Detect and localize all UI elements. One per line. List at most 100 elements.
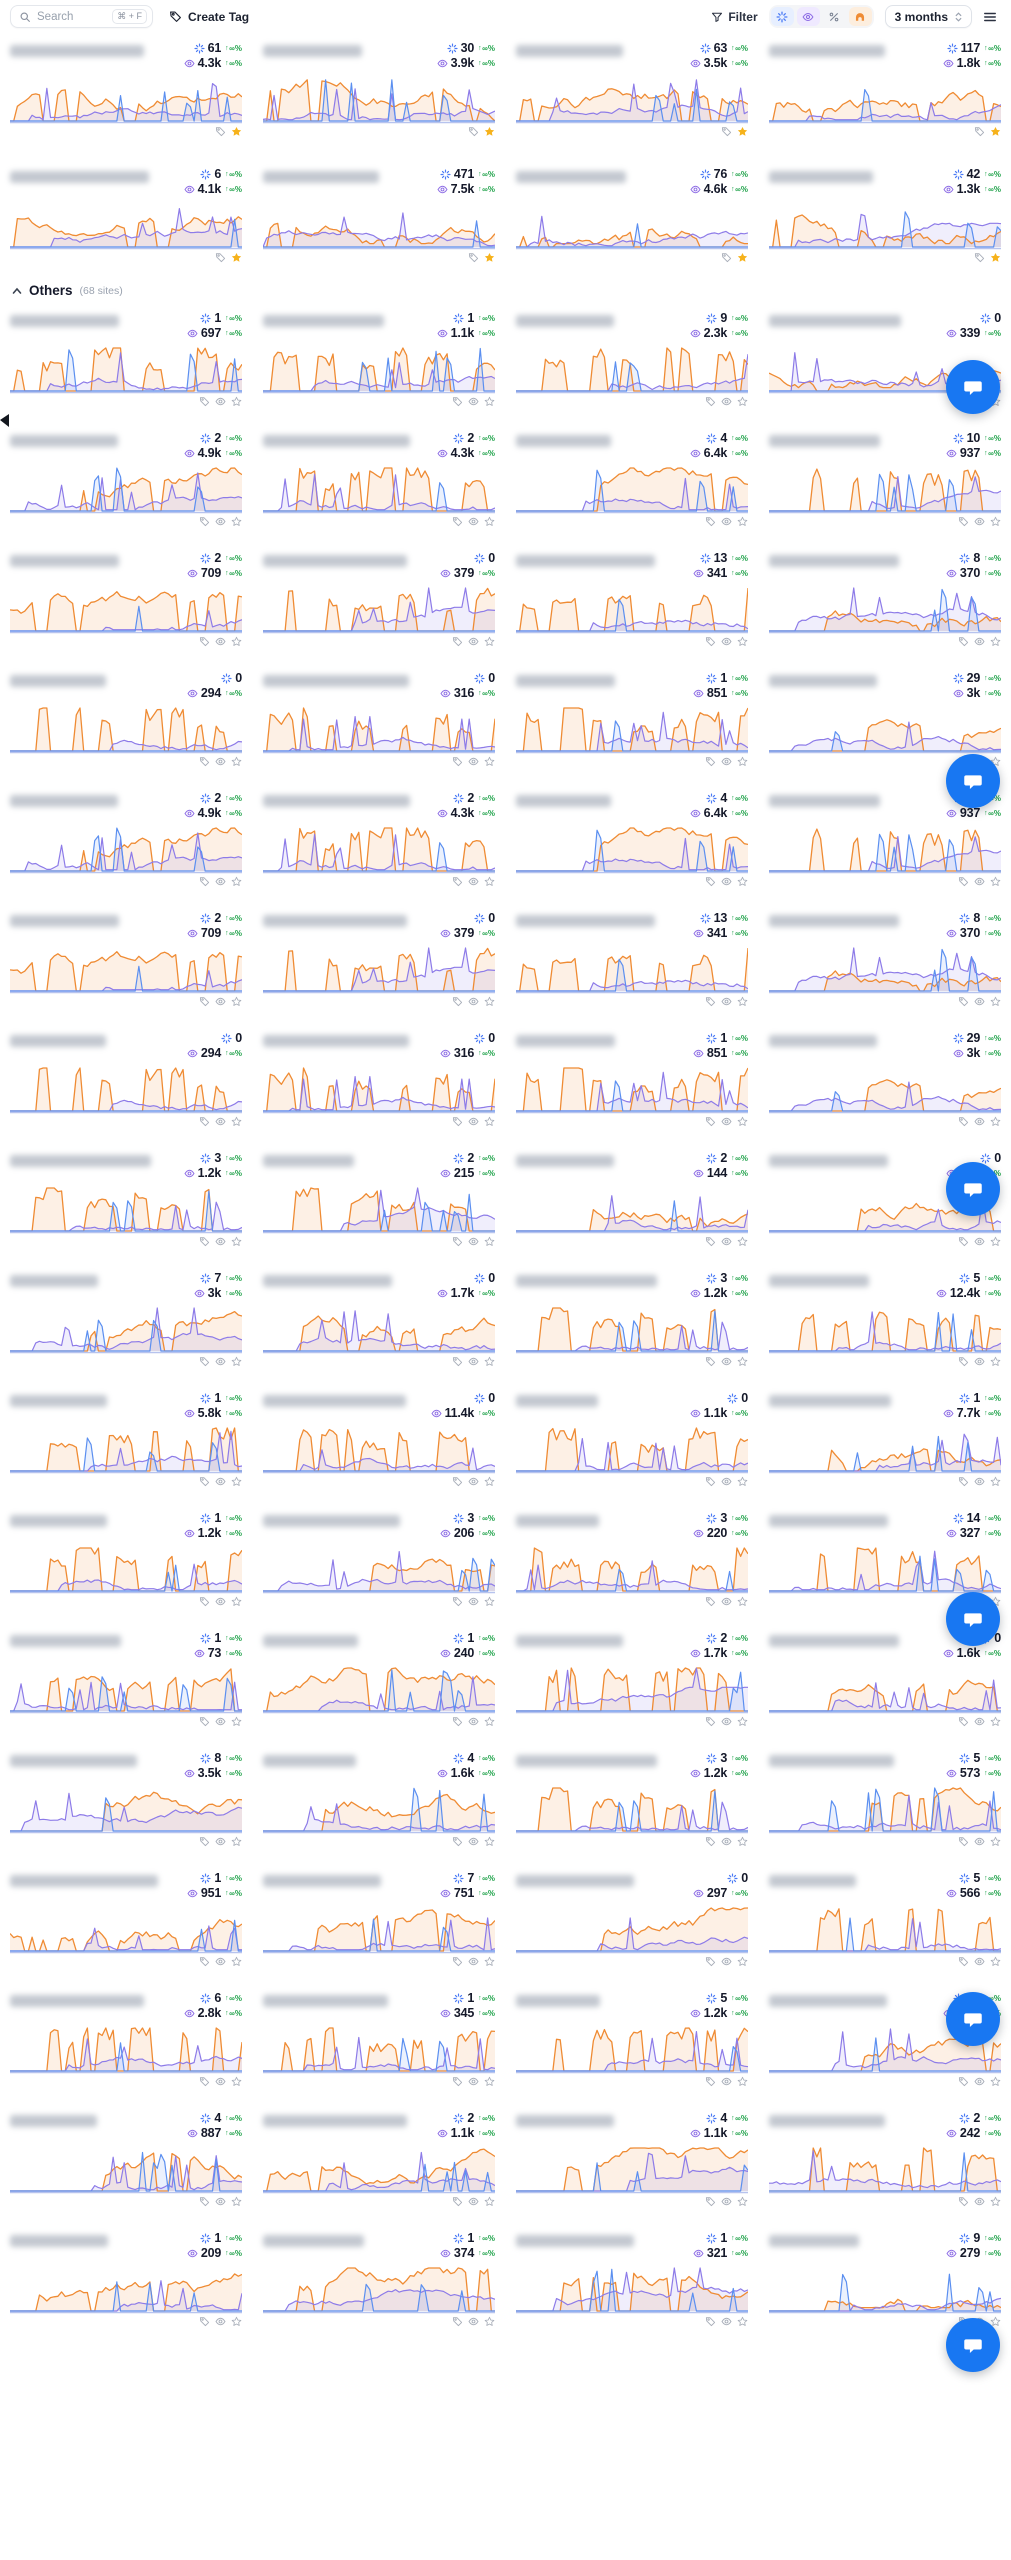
eye-action-icon[interactable] [721, 876, 732, 887]
tag-action-icon[interactable] [199, 996, 210, 1007]
tag-action-icon[interactable] [199, 516, 210, 527]
favorite-star-icon[interactable] [484, 252, 495, 263]
site-card[interactable]: 3 ↑ ∞% 220 ↑ ∞% [516, 1511, 748, 1607]
favorite-star-icon[interactable] [990, 2196, 1001, 2207]
tag-action-icon[interactable] [452, 1596, 463, 1607]
chat-launcher-button[interactable] [946, 360, 1000, 414]
eye-action-icon[interactable] [468, 876, 479, 887]
site-card[interactable]: 4 ↑ ∞% 1.1k ↑ ∞% [516, 2111, 748, 2207]
eye-action-icon[interactable] [215, 2316, 226, 2327]
favorite-star-icon[interactable] [231, 2076, 242, 2087]
tag-action-icon[interactable] [705, 1716, 716, 1727]
site-card[interactable]: 0 1.1k ↑ ∞% [516, 1391, 748, 1487]
favorite-star-icon[interactable] [231, 2316, 242, 2327]
site-card[interactable]: 14 ↑ ∞% 327 ↑ ∞% [769, 1511, 1001, 1607]
eye-action-icon[interactable] [721, 2196, 732, 2207]
favorite-star-icon[interactable] [484, 2076, 495, 2087]
tag-action-icon[interactable] [705, 876, 716, 887]
tag-action-icon[interactable] [452, 1356, 463, 1367]
percent-toggle[interactable] [823, 7, 846, 26]
favorite-star-icon[interactable] [737, 516, 748, 527]
eye-action-icon[interactable] [974, 1716, 985, 1727]
eye-action-icon[interactable] [721, 2316, 732, 2327]
favorite-star-icon[interactable] [484, 2316, 495, 2327]
favorite-star-icon[interactable] [990, 1956, 1001, 1967]
tag-action-icon[interactable] [958, 876, 969, 887]
eye-action-icon[interactable] [721, 2076, 732, 2087]
tag-action-icon[interactable] [199, 1836, 210, 1847]
favorite-star-icon[interactable] [990, 126, 1001, 137]
site-card[interactable]: 3 ↑ ∞% 1.2k ↑ ∞% [516, 1751, 748, 1847]
tag-action-icon[interactable] [452, 396, 463, 407]
favorite-star-icon[interactable] [737, 1236, 748, 1247]
tag-action-icon[interactable] [974, 252, 985, 263]
chat-launcher-button[interactable] [946, 2318, 1000, 2372]
site-card[interactable]: 5 ↑ ∞% 573 ↑ ∞% [769, 1751, 1001, 1847]
site-card[interactable]: 1 ↑ ∞% 1.2k ↑ ∞% [10, 1511, 242, 1607]
favorite-star-icon[interactable] [231, 1356, 242, 1367]
tag-action-icon[interactable] [199, 2076, 210, 2087]
favorite-star-icon[interactable] [737, 876, 748, 887]
tag-action-icon[interactable] [452, 2196, 463, 2207]
create-tag-button[interactable]: Create Tag [169, 10, 249, 24]
eye-action-icon[interactable] [974, 2196, 985, 2207]
favorite-star-icon[interactable] [231, 1476, 242, 1487]
favorite-star-icon[interactable] [484, 1956, 495, 1967]
eye-action-icon[interactable] [721, 396, 732, 407]
tag-action-icon[interactable] [958, 1116, 969, 1127]
eye-action-icon[interactable] [468, 1356, 479, 1367]
favorite-star-icon[interactable] [990, 252, 1001, 263]
eye-action-icon[interactable] [721, 516, 732, 527]
site-card[interactable]: 2 ↑ ∞% 1.7k ↑ ∞% [516, 1631, 748, 1727]
eye-action-icon[interactable] [974, 516, 985, 527]
site-card[interactable]: 4 ↑ ∞% 6.4k ↑ ∞% [516, 791, 748, 887]
tag-action-icon[interactable] [452, 756, 463, 767]
tag-action-icon[interactable] [705, 756, 716, 767]
favorite-star-icon[interactable] [737, 1356, 748, 1367]
tag-action-icon[interactable] [199, 396, 210, 407]
site-card[interactable]: 30 ↑ ∞% 3.9k ↑ ∞% [263, 41, 495, 137]
favorite-star-icon[interactable] [737, 396, 748, 407]
tag-action-icon[interactable] [958, 1836, 969, 1847]
eye-action-icon[interactable] [215, 396, 226, 407]
site-card[interactable]: 117 ↑ ∞% 1.8k ↑ ∞% [769, 41, 1001, 137]
tag-action-icon[interactable] [452, 636, 463, 647]
eye-action-icon[interactable] [974, 1476, 985, 1487]
favorite-star-icon[interactable] [231, 1236, 242, 1247]
favorite-star-icon[interactable] [484, 1596, 495, 1607]
tag-action-icon[interactable] [452, 876, 463, 887]
eye-action-icon[interactable] [468, 1236, 479, 1247]
tag-action-icon[interactable] [468, 126, 479, 137]
eye-views-toggle[interactable] [796, 7, 820, 26]
eye-action-icon[interactable] [215, 636, 226, 647]
filter-button[interactable]: Filter [711, 10, 758, 24]
site-card[interactable]: 0 316 ↑ ∞% [263, 1031, 495, 1127]
site-card[interactable]: 8 ↑ ∞% 370 ↑ ∞% [769, 551, 1001, 647]
eye-action-icon[interactable] [468, 756, 479, 767]
eye-action-icon[interactable] [974, 1236, 985, 1247]
favorite-star-icon[interactable] [231, 1596, 242, 1607]
eye-action-icon[interactable] [721, 1836, 732, 1847]
tag-action-icon[interactable] [452, 1236, 463, 1247]
site-card[interactable]: 13 ↑ ∞% 341 ↑ ∞% [516, 551, 748, 647]
site-card[interactable]: 0 1.7k ↑ ∞% [263, 1271, 495, 1367]
eye-action-icon[interactable] [468, 1116, 479, 1127]
favorite-star-icon[interactable] [990, 1836, 1001, 1847]
favorite-star-icon[interactable] [737, 636, 748, 647]
site-card[interactable]: 6 ↑ ∞% 2.8k ↑ ∞% [10, 1991, 242, 2087]
eye-action-icon[interactable] [974, 876, 985, 887]
tag-action-icon[interactable] [199, 1236, 210, 1247]
eye-action-icon[interactable] [721, 1716, 732, 1727]
favorite-star-icon[interactable] [484, 996, 495, 1007]
site-card[interactable]: 3 ↑ ∞% 206 ↑ ∞% [263, 1511, 495, 1607]
eye-action-icon[interactable] [721, 996, 732, 1007]
site-card[interactable]: 9 ↑ ∞% 2.3k ↑ ∞% [516, 311, 748, 407]
site-card[interactable]: 1 ↑ ∞% 697 ↑ ∞% [10, 311, 242, 407]
eye-action-icon[interactable] [468, 2196, 479, 2207]
favorite-star-icon[interactable] [231, 1716, 242, 1727]
site-card[interactable]: 471 ↑ ∞% 7.5k ↑ ∞% [263, 167, 495, 263]
favorite-star-icon[interactable] [231, 126, 242, 137]
site-card[interactable]: 1 ↑ ∞% 73 ↑ ∞% [10, 1631, 242, 1727]
tag-action-icon[interactable] [199, 636, 210, 647]
crown-toggle[interactable] [848, 7, 872, 26]
